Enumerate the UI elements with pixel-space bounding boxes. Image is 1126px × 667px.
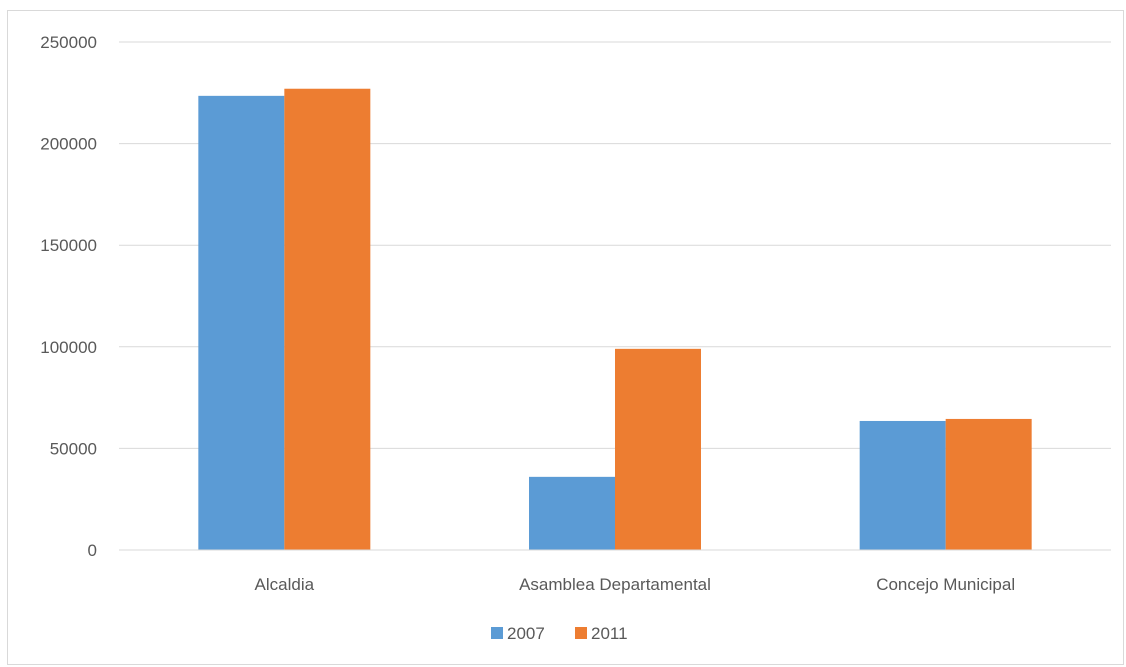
bar-2011-1 (615, 348, 701, 550)
y-tick-label: 150000 (40, 236, 97, 255)
chart-frame (7, 10, 1124, 665)
y-tick-label: 250000 (40, 33, 97, 52)
y-tick-label: 200000 (40, 135, 97, 154)
legend-swatch-2011 (575, 627, 587, 639)
bars (198, 88, 1032, 551)
y-tick-label: 50000 (50, 439, 97, 458)
bar-2007-0 (198, 95, 285, 551)
x-category-label: Alcaldia (255, 575, 315, 594)
x-axis-labels: Alcaldia Asamblea Departamental Concejo Mu… (255, 575, 1016, 594)
bar-2007-1 (529, 476, 615, 550)
x-category-label: Concejo Municipal (876, 575, 1015, 594)
bar-2007-2 (859, 420, 946, 550)
y-tick-label: 100000 (40, 338, 97, 357)
bar-2011-2 (945, 418, 1032, 550)
legend-swatch-2007 (491, 627, 503, 639)
legend-label: 2007 (507, 624, 545, 643)
bar-2011-0 (284, 88, 371, 551)
x-category-label: Asamblea Departamental (519, 575, 711, 594)
y-tick-label: 0 (88, 541, 97, 560)
legend: 2007 2011 (491, 624, 628, 643)
y-axis-ticks: 0 50000 100000 150000 200000 250000 (40, 33, 97, 560)
legend-label: 2011 (591, 624, 628, 643)
